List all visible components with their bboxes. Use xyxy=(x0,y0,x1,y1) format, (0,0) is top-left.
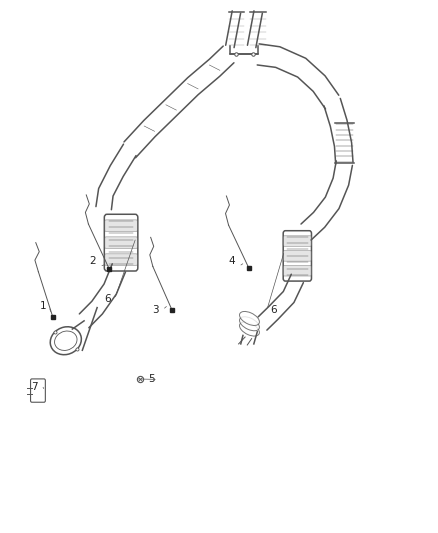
FancyBboxPatch shape xyxy=(283,231,311,281)
Text: 5: 5 xyxy=(148,375,155,384)
FancyBboxPatch shape xyxy=(283,251,311,261)
FancyBboxPatch shape xyxy=(105,237,138,248)
Ellipse shape xyxy=(50,327,81,354)
Text: 6: 6 xyxy=(270,305,277,315)
FancyBboxPatch shape xyxy=(31,379,46,402)
Text: 4: 4 xyxy=(229,256,235,266)
FancyBboxPatch shape xyxy=(104,214,138,271)
Ellipse shape xyxy=(55,331,77,350)
FancyBboxPatch shape xyxy=(283,265,311,276)
FancyBboxPatch shape xyxy=(105,254,138,265)
Text: 7: 7 xyxy=(31,382,37,392)
Text: 2: 2 xyxy=(89,256,96,266)
Text: 6: 6 xyxy=(105,294,111,304)
Text: 1: 1 xyxy=(39,301,46,311)
Text: 3: 3 xyxy=(152,305,159,315)
Ellipse shape xyxy=(240,317,259,331)
Ellipse shape xyxy=(240,311,259,326)
Ellipse shape xyxy=(240,322,259,336)
FancyBboxPatch shape xyxy=(105,220,138,231)
FancyBboxPatch shape xyxy=(283,236,311,246)
